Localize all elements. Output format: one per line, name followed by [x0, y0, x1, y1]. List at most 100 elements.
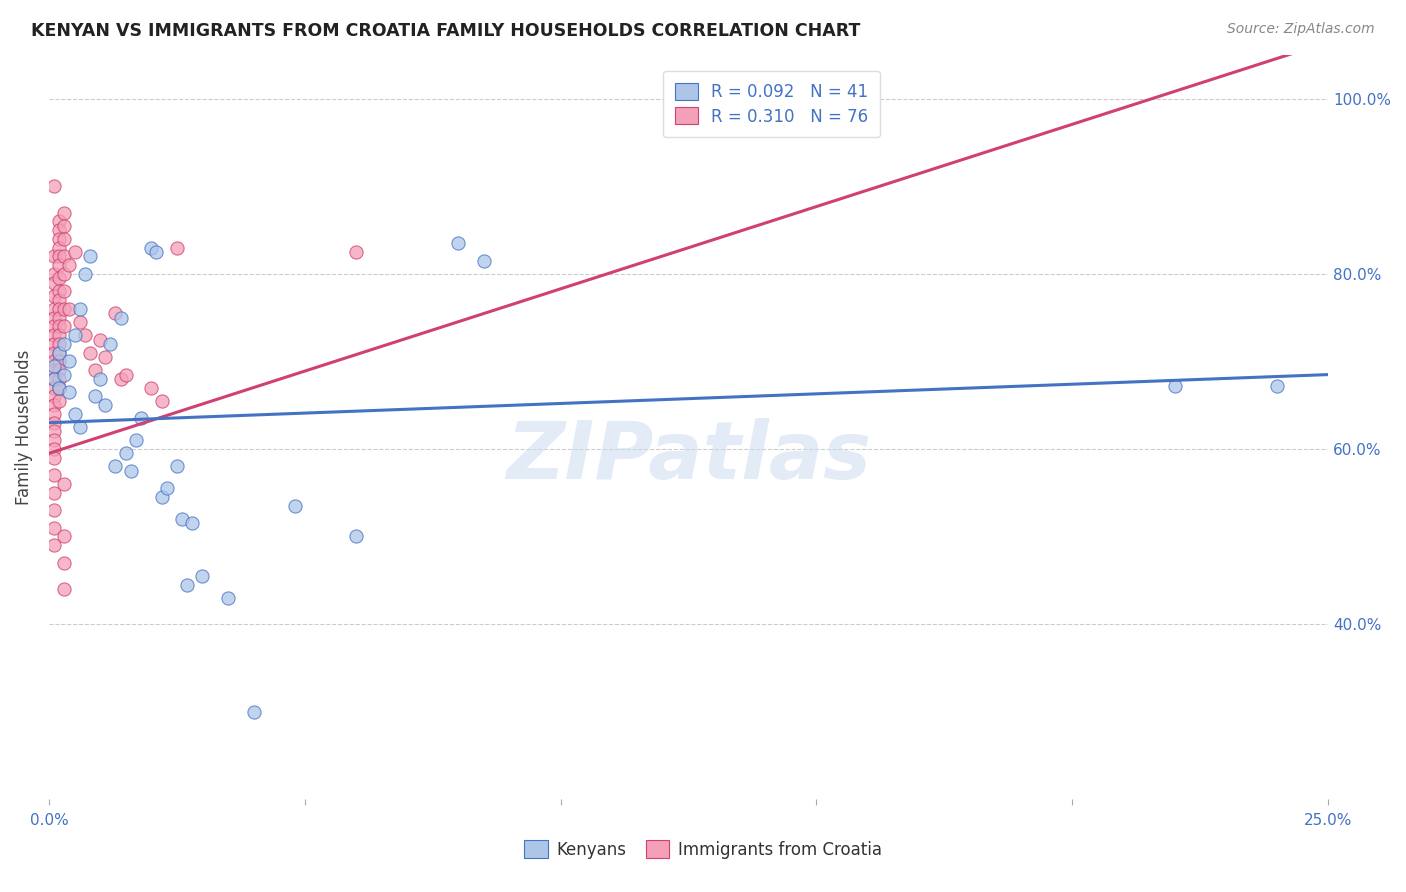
Point: [48, 258, 70, 272]
Point: [42, 179, 65, 194]
Point: [63, 245, 86, 260]
Point: [104, 459, 127, 474]
Point: [48, 381, 70, 395]
Point: [104, 306, 127, 320]
Point: [48, 363, 70, 377]
Point: [191, 569, 214, 583]
Point: [42, 407, 65, 421]
Point: [110, 310, 132, 325]
Point: [100, 337, 122, 351]
Point: [42, 425, 65, 439]
Point: [53, 232, 76, 246]
Point: [166, 241, 188, 255]
Point: [145, 245, 167, 260]
Point: [42, 310, 65, 325]
Point: [42, 434, 65, 448]
Point: [42, 354, 65, 368]
Point: [42, 267, 65, 281]
Point: [114, 446, 136, 460]
Point: [42, 328, 65, 343]
Legend: Kenyans, Immigrants from Croatia: Kenyans, Immigrants from Croatia: [513, 829, 893, 871]
Point: [176, 577, 198, 591]
Point: [48, 285, 70, 299]
Point: [1163, 379, 1185, 393]
Point: [42, 363, 65, 377]
Point: [48, 232, 70, 246]
Point: [42, 538, 65, 552]
Point: [53, 556, 76, 570]
Point: [42, 372, 65, 386]
Point: [114, 368, 136, 382]
Point: [242, 705, 264, 719]
Point: [48, 310, 70, 325]
Point: [58, 385, 80, 400]
Point: [42, 301, 65, 316]
Point: [48, 345, 70, 359]
Point: [1265, 379, 1288, 393]
Point: [48, 214, 70, 228]
Point: [217, 591, 239, 605]
Point: [79, 249, 101, 263]
Point: [156, 481, 179, 495]
Point: [48, 393, 70, 408]
Point: [42, 372, 65, 386]
Point: [94, 398, 117, 412]
Point: [48, 354, 70, 368]
Text: Source: ZipAtlas.com: Source: ZipAtlas.com: [1227, 22, 1375, 37]
Point: [344, 245, 367, 260]
Point: [42, 503, 65, 517]
Point: [48, 345, 70, 359]
Point: [42, 521, 65, 535]
Text: KENYAN VS IMMIGRANTS FROM CROATIA FAMILY HOUSEHOLDS CORRELATION CHART: KENYAN VS IMMIGRANTS FROM CROATIA FAMILY…: [31, 22, 860, 40]
Point: [472, 253, 495, 268]
Point: [42, 319, 65, 334]
Point: [42, 416, 65, 430]
Point: [48, 241, 70, 255]
Point: [48, 223, 70, 237]
Point: [344, 529, 367, 543]
Point: [170, 512, 193, 526]
Point: [110, 372, 132, 386]
Point: [181, 516, 204, 531]
Point: [84, 389, 107, 403]
Point: [48, 249, 70, 263]
Legend: R = 0.092   N = 41, R = 0.310   N = 76: R = 0.092 N = 41, R = 0.310 N = 76: [664, 70, 880, 137]
Point: [48, 319, 70, 334]
Point: [42, 337, 65, 351]
Text: ZIPatlas: ZIPatlas: [506, 417, 872, 496]
Point: [53, 285, 76, 299]
Point: [42, 442, 65, 456]
Point: [69, 420, 91, 434]
Point: [63, 328, 86, 343]
Point: [150, 393, 173, 408]
Point: [42, 485, 65, 500]
Point: [48, 328, 70, 343]
Point: [447, 236, 470, 251]
Point: [58, 258, 80, 272]
Point: [284, 499, 307, 513]
Point: [42, 276, 65, 290]
Point: [53, 301, 76, 316]
Point: [94, 350, 117, 364]
Point: [53, 205, 76, 219]
Point: [42, 468, 65, 483]
Point: [42, 289, 65, 303]
Point: [48, 372, 70, 386]
Point: [120, 464, 142, 478]
Point: [84, 363, 107, 377]
Point: [42, 249, 65, 263]
Point: [53, 368, 76, 382]
Point: [53, 477, 76, 491]
Point: [63, 407, 86, 421]
Point: [141, 381, 163, 395]
Y-axis label: Family Households: Family Households: [15, 350, 32, 505]
Point: [53, 267, 76, 281]
Point: [166, 459, 188, 474]
Point: [53, 319, 76, 334]
Point: [53, 249, 76, 263]
Point: [53, 337, 76, 351]
Point: [58, 354, 80, 368]
Point: [53, 529, 76, 543]
Point: [141, 241, 163, 255]
Point: [42, 381, 65, 395]
